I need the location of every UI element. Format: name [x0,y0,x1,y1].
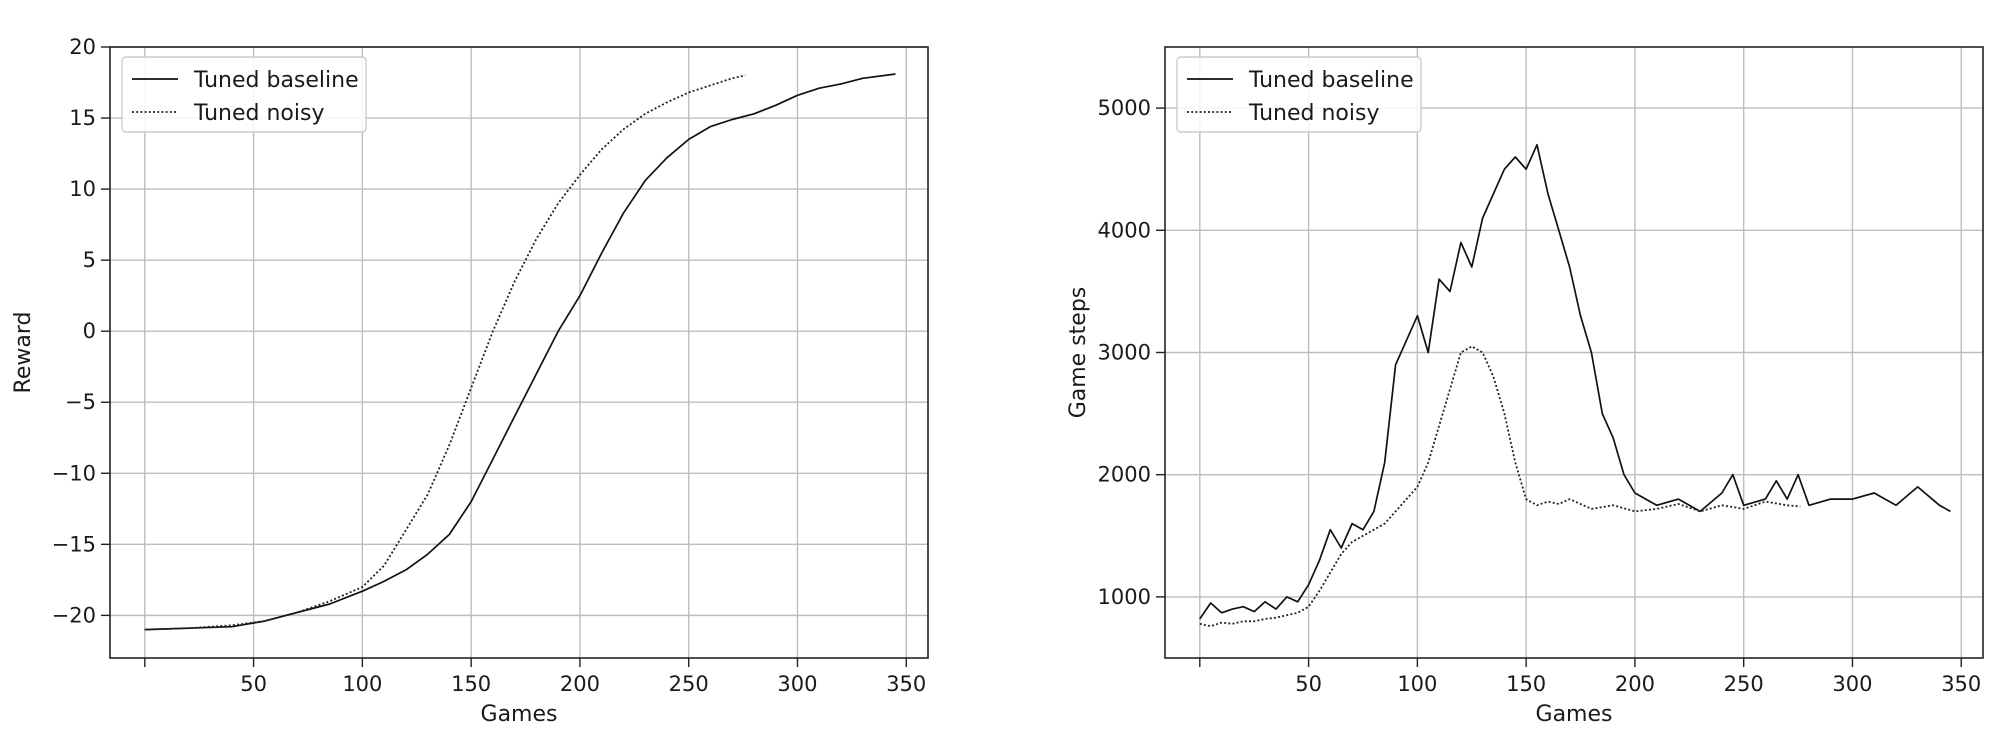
game-steps-chart-plot-area [1199,143,1951,628]
reward-chart-y-tick-label--15: −15 [52,532,96,556]
game-steps-chart-x-tick-label-150: 150 [1506,672,1546,696]
game-steps-chart-y-tick-label-4000: 4000 [1098,218,1151,242]
reward-chart-y-tick-label-5: 5 [83,248,96,272]
game-steps-chart-x-tick-label-350: 350 [1941,672,1981,696]
game-steps-chart-x-tick-label-100: 100 [1397,672,1437,696]
game-steps-chart-series-noisy-line [1199,345,1801,628]
reward-chart-x-tick-label-150: 150 [451,672,491,696]
reward-chart-y-tick-label--10: −10 [52,461,96,485]
game-steps-chart-y-axis-label: Game steps [1066,287,1091,419]
game-steps-chart-x-tick-label-300: 300 [1832,672,1872,696]
game-steps-chart-x-ticks: 50 100 150 200 250 300 350 [1199,658,1981,696]
reward-chart-plot-area [144,73,896,631]
game-steps-chart: 50 100 150 200 250 300 350 1000 2000 3000 4000 500… [1066,46,1984,727]
reward-chart-x-tick-label-350: 350 [886,672,926,696]
game-steps-chart-y-tick-label-2000: 2000 [1098,463,1151,487]
game-steps-chart-x-tick-label-250: 250 [1724,672,1764,696]
reward-chart-x-ticks: 50 100 150 200 250 300 350 [144,658,926,696]
reward-chart-legend-box [121,56,367,133]
reward-chart-y-tick-label-20: 20 [69,35,96,59]
reward-chart-x-axis-label: Games [481,702,558,727]
reward-chart-series-noisy-line [144,74,746,631]
game-steps-chart-legend-label-noisy: Tuned noisy [1248,101,1379,126]
game-steps-chart-y-tick-label-5000: 5000 [1098,96,1151,120]
reward-chart-y-tick-label--20: −20 [52,603,96,627]
reward-chart-legend: Tuned baseline Tuned noisy [121,56,367,133]
reward-chart-x-tick-label-250: 250 [669,672,709,696]
game-steps-chart-x-tick-label-50: 50 [1295,672,1322,696]
reward-chart-x-tick-label-200: 200 [560,672,600,696]
reward-chart-x-tick-label-100: 100 [342,672,382,696]
reward-chart-x-tick-label-300: 300 [777,672,817,696]
game-steps-chart-y-tick-label-1000: 1000 [1098,585,1151,609]
game-steps-chart-grid [1165,47,1983,658]
reward-chart-series-baseline-line [144,73,896,631]
reward-chart-legend-label-baseline: Tuned baseline [193,68,359,93]
game-steps-chart-legend-label-baseline: Tuned baseline [1248,68,1414,93]
reward-chart: 50 100 150 200 250 300 350 −20 −15 −10 −5 0 5 10 15 20… [11,35,929,727]
game-steps-chart-x-tick-label-200: 200 [1615,672,1655,696]
reward-chart-frame [109,46,929,659]
game-steps-chart-legend: Tuned baseline Tuned noisy [1176,56,1422,133]
reward-chart-x-tick-label-50: 50 [240,672,267,696]
reward-chart-y-tick-label--5: −5 [65,390,96,414]
reward-chart-y-tick-label-10: 10 [69,177,96,201]
reward-chart-y-tick-label-15: 15 [69,106,96,130]
game-steps-chart-x-axis-label: Games [1536,702,1613,727]
game-steps-chart-series-baseline-line [1199,143,1951,620]
reward-chart-y-ticks: −20 −15 −10 −5 0 5 10 15 20 [52,35,110,627]
game-steps-chart-y-tick-label-3000: 3000 [1098,341,1151,365]
reward-chart-legend-label-noisy: Tuned noisy [193,101,324,126]
reward-chart-y-tick-label-0: 0 [83,319,96,343]
game-steps-chart-legend-box [1176,56,1422,133]
reward-chart-y-axis-label: Reward [11,312,36,394]
game-steps-chart-y-ticks: 1000 2000 3000 4000 5000 [1098,96,1165,609]
reward-chart-grid [110,46,928,658]
